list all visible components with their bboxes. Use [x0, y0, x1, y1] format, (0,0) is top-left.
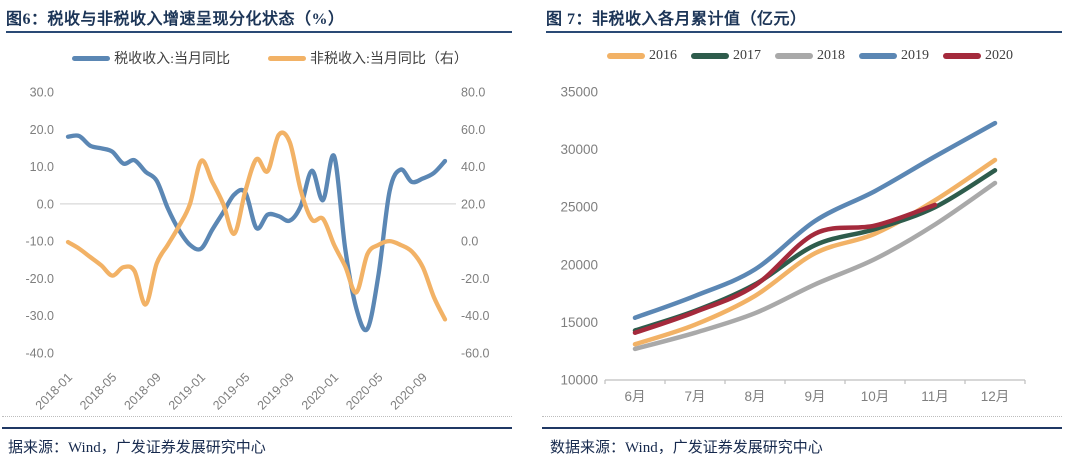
legend-item: 税收收入:当月同比 [72, 48, 230, 68]
x-axis-tick-label: 2019-09 [255, 370, 297, 412]
right-chart-title: 图 7：非税收入各月累计值（亿元） [546, 5, 1062, 33]
legend-swatch-icon [268, 55, 306, 61]
left-axis-tick-label: 20.0 [30, 123, 54, 137]
x-axis-tick-label: 2018-01 [33, 370, 75, 412]
series-line-税收收入:当月同比 [65, 133, 448, 333]
right-axis-tick-label: -40.0 [461, 309, 490, 323]
series-line-2020 [632, 202, 938, 336]
legend-swatch-icon [943, 53, 981, 59]
left-axis-tick-label: -40.0 [26, 347, 55, 361]
y-axis-tick-label: 15000 [560, 315, 598, 330]
legend-swatch-icon [691, 53, 729, 59]
x-axis-tick-label: 2020-05 [343, 370, 385, 412]
y-axis-tick-label: 10000 [560, 373, 598, 388]
left-axis-tick-label: -30.0 [26, 309, 55, 323]
x-axis-tick-label: 10月 [861, 389, 890, 404]
x-axis-tick-label: 11月 [921, 389, 949, 404]
left-chart-title: 图6：税收与非税收入增速呈现分化状态（%） [6, 5, 512, 33]
x-axis-tick-label: 2020-09 [388, 370, 430, 412]
right-dotted-rule [542, 416, 1062, 417]
x-axis-tick-label: 2019-01 [166, 370, 208, 412]
left-axis-tick-label: 0.0 [37, 197, 54, 211]
legend-swatch-icon [859, 53, 897, 59]
x-axis-tick-label: 2018-09 [121, 370, 163, 412]
legend-swatch-icon [607, 53, 645, 59]
left-axis-tick-label: -20.0 [26, 272, 55, 286]
legend-label: 2018 [817, 48, 845, 63]
axes: 35000 30000 25000 20000 15000 10000 6月 7月 8月 9月 10… [560, 85, 1026, 404]
legend-label: 2020 [985, 48, 1013, 63]
right-axis-tick-label: -20.0 [461, 272, 490, 286]
x-axis-tick-label: 6月 [624, 389, 645, 404]
right-chart: 35000 30000 25000 20000 15000 10000 6月 7月 8月 9月 10… [560, 85, 1026, 404]
right-source-note: 数据来源：Wind，广发证券发展研究中心 [550, 440, 823, 456]
series-line-非税收入:当月同比（右） [65, 130, 448, 322]
x-axis-tick-label: 2019-05 [210, 370, 252, 412]
right-chart-legend: 2016 2017 2018 2019 2020 [540, 48, 1080, 64]
series-line-2019 [632, 120, 998, 321]
legend-swatch-icon [775, 53, 813, 59]
legend-label: 税收收入:当月同比 [114, 52, 230, 67]
x-axis-tick-label: 2018-05 [77, 370, 119, 412]
right-footer-rule [542, 427, 1062, 429]
left-axis-tick-label: 10.0 [30, 160, 54, 174]
left-chart-legend: 税收收入:当月同比 非税收入:当月同比（右） [0, 48, 540, 68]
right-axis-tick-label: -60.0 [461, 347, 490, 361]
legend-label: 非税收入:当月同比（右） [310, 52, 468, 67]
legend-item: 2020 [943, 48, 1013, 64]
left-source-note: 据来源：Wind，广发证券发展研究中心 [8, 440, 266, 456]
legend-item: 2018 [775, 48, 845, 64]
legend-label: 2019 [901, 48, 929, 63]
y-axis-tick-label: 30000 [560, 142, 598, 157]
right-axis-tick-label: 20.0 [461, 197, 485, 211]
y-axis-tick-label: 35000 [560, 85, 598, 100]
legend-label: 2016 [649, 48, 677, 63]
right-axis-tick-label: 60.0 [461, 123, 485, 137]
series-line-2016 [632, 157, 998, 347]
legend-item: 非税收入:当月同比（右） [268, 48, 468, 68]
axes: 30.0 20.0 10.0 0.0 -10.0 -20.0 -30.0 -40.0 80.0 6… [26, 86, 490, 413]
right-axis-tick-label: 0.0 [461, 235, 478, 249]
legend-item: 2016 [607, 48, 677, 64]
y-axis-tick-label: 20000 [560, 257, 598, 272]
legend-label: 2017 [733, 48, 761, 63]
x-axis-tick-label: 2020-01 [299, 370, 341, 412]
legend-swatch-icon [72, 55, 111, 61]
x-axis-tick-label: 9月 [804, 389, 825, 404]
left-chart: 30.0 20.0 10.0 0.0 -10.0 -20.0 -30.0 -40.0 80.0 6… [26, 86, 490, 413]
legend-item: 2017 [691, 48, 761, 64]
legend-item: 2019 [859, 48, 929, 64]
x-axis-tick-label: 7月 [684, 389, 705, 404]
left-footer-rule [2, 427, 512, 429]
left-axis-tick-label: 30.0 [30, 86, 54, 100]
x-axis-tick-label: 12月 [981, 389, 1010, 404]
series-line-2018 [632, 180, 998, 352]
left-axis-tick-label: -10.0 [26, 235, 55, 249]
right-axis-tick-label: 40.0 [461, 160, 485, 174]
right-axis-tick-label: 80.0 [461, 86, 485, 100]
x-axis-tick-label: 8月 [744, 389, 765, 404]
left-dotted-rule [2, 416, 512, 417]
y-axis-tick-label: 25000 [560, 200, 598, 215]
